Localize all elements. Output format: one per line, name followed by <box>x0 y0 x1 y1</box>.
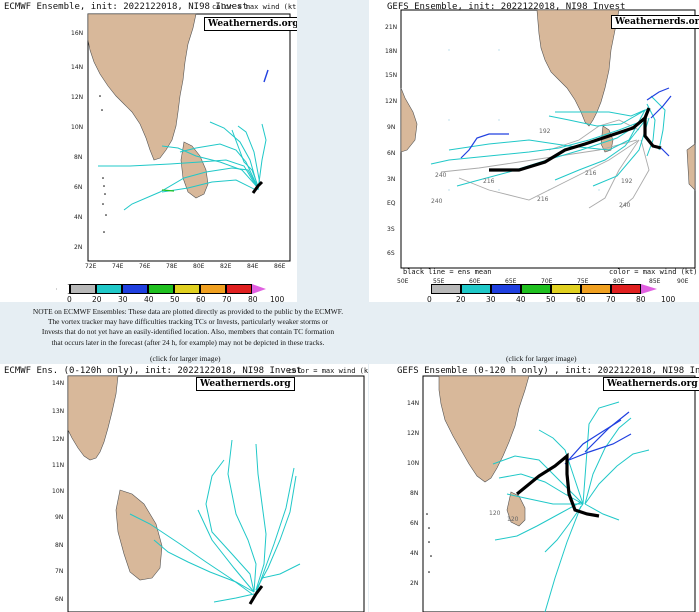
cbar-2 <box>461 284 491 294</box>
cbar-3 <box>491 284 521 294</box>
ecmwf-track-map <box>87 13 291 262</box>
cbar-8 <box>252 284 266 294</box>
panel-title: GEFS Ensemble, init: 2022122018, NI98 In… <box>387 2 626 12</box>
weathernerds-badge: Weathernerds.org <box>611 15 699 29</box>
panel-title: ECMWF Ensemble, init: 2022122018, NI98 I… <box>4 2 248 12</box>
cbar-7 <box>611 284 641 294</box>
ecmwf-0-120h-panel[interactable]: ECMWF Ens. (0-120h only), init: 20221220… <box>0 364 368 612</box>
click-larger-image-link-right[interactable]: (click for larger image) <box>506 354 577 363</box>
gefs-ensemble-panel[interactable]: GEFS Ensemble, init: 2022122018, NI98 In… <box>369 0 699 302</box>
ecmwf-ensemble-panel[interactable]: ECMWF Ensemble, init: 2022122018, NI98 I… <box>0 0 297 302</box>
cbar-1 <box>431 284 461 294</box>
weathernerds-badge: Weathernerds.org <box>603 377 699 391</box>
panel-legend-label: color = max wind (kt) <box>288 367 368 375</box>
panel-title: GEFS Ensemble (0-120 h only) , init: 202… <box>397 366 699 376</box>
wind-colorbar <box>415 284 657 294</box>
gefs-0-120h-panel[interactable]: GEFS Ensemble (0-120 h only) , init: 202… <box>369 364 699 612</box>
panel-legend-label: color = max wind (kt) <box>212 3 297 11</box>
wind-colorbar <box>56 284 266 294</box>
cbar-3 <box>122 284 148 294</box>
cbar-4 <box>521 284 551 294</box>
weathernerds-badge: Weathernerds.org <box>204 17 297 31</box>
cbar-1 <box>70 284 96 294</box>
gefs-0-120h-track-map <box>422 375 696 612</box>
cbar-2 <box>96 284 122 294</box>
cbar-4 <box>148 284 174 294</box>
weathernerds-badge: Weathernerds.org <box>196 377 295 391</box>
panel-title: ECMWF Ens. (0-120h only), init: 20221220… <box>4 366 303 376</box>
click-larger-image-link-left[interactable]: (click for larger image) <box>150 354 221 363</box>
cbar-6 <box>200 284 226 294</box>
cbar-5 <box>551 284 581 294</box>
panel-legend-label: color = max wind (kt) <box>609 268 698 276</box>
cbar-5 <box>174 284 200 294</box>
cbar-6 <box>581 284 611 294</box>
ecmwf-0-120h-track-map <box>67 375 365 612</box>
cbar-7 <box>226 284 252 294</box>
ens-mean-note: black line = ens mean <box>403 268 492 276</box>
ecmwf-note: NOTE on ECMWF Ensembles: These data are … <box>32 307 344 347</box>
cbar-0 <box>415 284 431 294</box>
gefs-track-map <box>400 9 696 269</box>
cbar-0 <box>56 284 70 294</box>
cbar-8 <box>641 284 657 294</box>
